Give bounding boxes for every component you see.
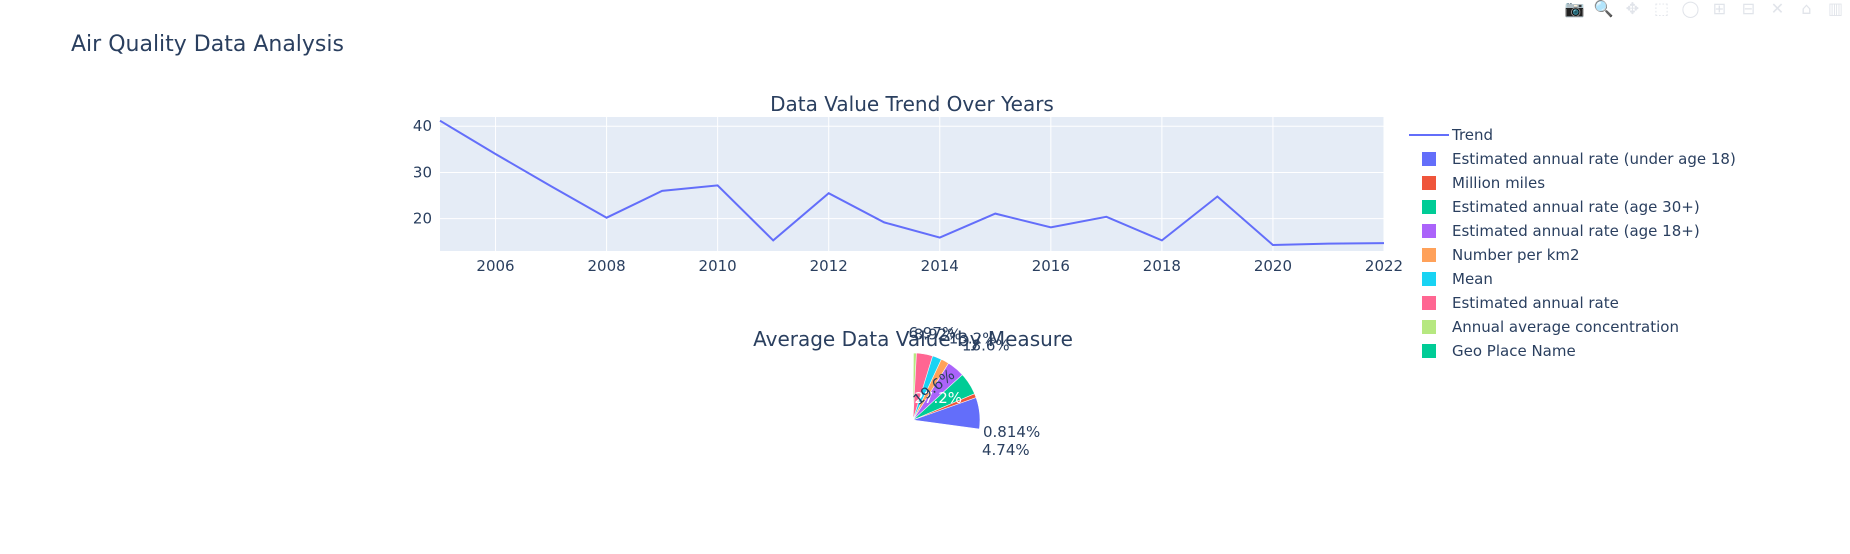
zoom-in-icon[interactable]: ⊞: [1712, 0, 1727, 18]
legend-item[interactable]: Number per km2: [1422, 246, 1580, 264]
x-tick-label: 2022: [1365, 257, 1403, 275]
pie-slice-label: 13.2%: [949, 330, 997, 348]
x-tick-label: 2018: [1143, 257, 1181, 275]
x-tick-label: 2016: [1032, 257, 1070, 275]
pie-slices: [912, 352, 981, 430]
x-tick-label: 2006: [476, 257, 514, 275]
legend-label: Number per km2: [1452, 246, 1580, 264]
y-tick-label: 20: [413, 210, 432, 228]
legend-item[interactable]: Estimated annual rate: [1422, 294, 1619, 312]
camera-icon[interactable]: 📷: [1564, 0, 1585, 18]
legend-label: Million miles: [1452, 174, 1545, 192]
legend-color-swatch: [1422, 320, 1436, 334]
x-tick-label: 2012: [810, 257, 848, 275]
zoom-out-icon[interactable]: ⊟: [1741, 0, 1756, 18]
legend-color-swatch: [1422, 152, 1436, 166]
box-select-icon[interactable]: ⬚: [1653, 0, 1670, 18]
x-tick-label: 2008: [587, 257, 625, 275]
legend-item[interactable]: Mean: [1422, 270, 1493, 288]
trend-line-series[interactable]: [439, 119, 1385, 247]
legend-label: Annual average concentration: [1452, 318, 1679, 336]
x-tick-label: 2010: [699, 257, 737, 275]
y-gridlines: [440, 125, 1384, 220]
legend-color-swatch: [1422, 224, 1436, 238]
pie-slice-label: 0.814%: [983, 423, 1040, 441]
legend-color-swatch: [1422, 344, 1436, 358]
pie-slice-label: 27.2%: [914, 389, 962, 407]
home-icon[interactable]: ⌂: [1801, 0, 1812, 18]
pan-icon[interactable]: ✥: [1625, 0, 1640, 18]
legend-color-swatch: [1422, 272, 1436, 286]
legend-label: Mean: [1452, 270, 1493, 288]
x-tick-label: 2020: [1254, 257, 1292, 275]
y-tick-label: 30: [413, 163, 432, 181]
legend-label: Estimated annual rate (age 18+): [1452, 222, 1700, 240]
plotly-logo-icon[interactable]: ▥: [1827, 0, 1844, 18]
legend-item[interactable]: Estimated annual rate (under age 18): [1422, 150, 1736, 168]
pie-chart-title: Average Data Value by Measure: [753, 327, 1073, 351]
y-tick-label: 40: [413, 117, 432, 135]
x-gridlines: [495, 117, 1385, 251]
pie-slice-label: 8.92%: [914, 326, 962, 344]
pie-chart: Average Data Value by Measure 27.2%19.6%…: [753, 324, 1073, 459]
pie-slice-label: 6.97%: [908, 324, 956, 342]
legend-item[interactable]: Trend: [1409, 126, 1493, 144]
x-tick-label: 2014: [921, 257, 959, 275]
line-plot-area[interactable]: [440, 117, 1384, 251]
page-title: Air Quality Data Analysis: [71, 32, 344, 57]
y-tick-labels: 20 30 40: [413, 117, 432, 227]
legend-item[interactable]: Million miles: [1422, 174, 1545, 192]
legend-item[interactable]: Estimated annual rate (age 30+): [1422, 198, 1700, 216]
legend-item[interactable]: Estimated annual rate (age 18+): [1422, 222, 1700, 240]
autoscale-icon[interactable]: ✕: [1770, 0, 1785, 18]
legend-item[interactable]: Geo Place Name: [1422, 342, 1576, 360]
pie-slice-label: 18.6%: [962, 337, 1010, 355]
lasso-icon[interactable]: ◯: [1681, 0, 1700, 18]
legend: Trend Estimated annual rate (under age 18…: [1409, 126, 1736, 360]
legend-label: Estimated annual rate: [1452, 294, 1619, 312]
legend-label: Estimated annual rate (age 30+): [1452, 198, 1700, 216]
zoom-icon[interactable]: 🔍: [1593, 0, 1614, 18]
legend-color-swatch: [1422, 200, 1436, 214]
line-chart-title: Data Value Trend Over Years: [770, 92, 1054, 116]
legend-color-swatch: [1422, 176, 1436, 190]
line-chart: 2006 2008 2010 2012 2014 2016 2018 2020 2022 20 3…: [413, 92, 1403, 275]
x-tick-labels: 2006 2008 2010 2012 2014 2016 2018 2020 2022: [476, 257, 1403, 275]
modebar: 📷 🔍 ✥ ⬚ ◯ ⊞ ⊟ ✕ ⌂ ▥: [1560, 0, 1850, 18]
legend-label: Trend: [1451, 126, 1493, 144]
legend-label: Geo Place Name: [1452, 342, 1576, 360]
legend-color-swatch: [1422, 296, 1436, 310]
legend-label: Estimated annual rate (under age 18): [1452, 150, 1736, 168]
legend-item[interactable]: Annual average concentration: [1422, 318, 1679, 336]
pie-slice-label: 4.74%: [982, 441, 1030, 459]
legend-color-swatch: [1422, 248, 1436, 262]
